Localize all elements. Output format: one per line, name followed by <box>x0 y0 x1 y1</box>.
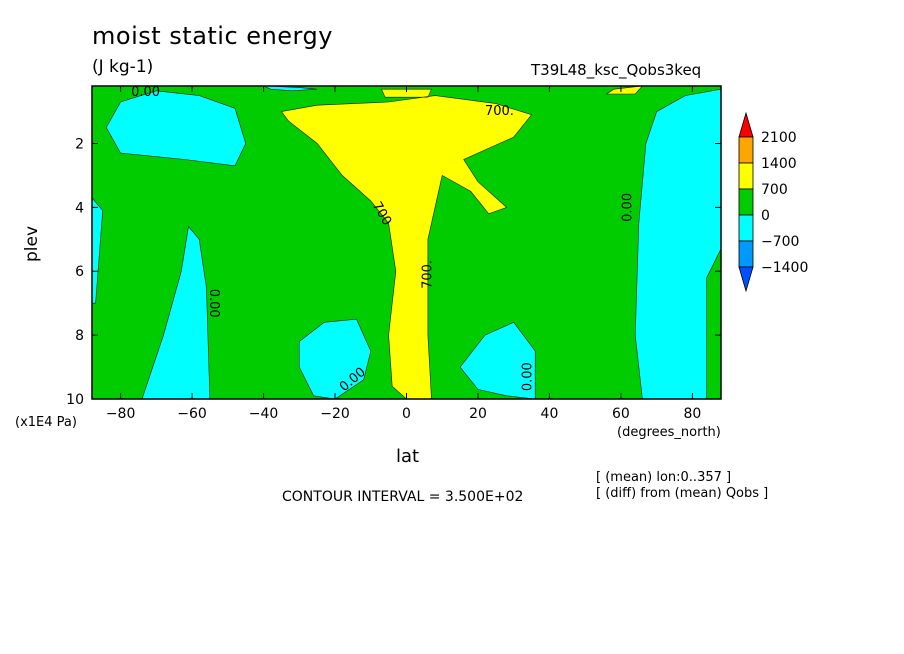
colorbar-swatch-2 <box>738 188 754 216</box>
contour-line-6 <box>141 225 211 400</box>
contour-line-2 <box>381 88 432 98</box>
x-tick-label-1: −60 <box>177 406 207 422</box>
x-tick-label-2: −40 <box>249 406 279 422</box>
contour-region-6 <box>142 226 210 399</box>
contour-lines <box>91 85 722 400</box>
x-tick-label-8: 80 <box>683 406 701 422</box>
colorbar-swatch-4 <box>738 240 754 268</box>
run-label: T39L48_ksc_Qobs3keq <box>531 61 702 79</box>
colorbar-top-arrow <box>738 111 754 138</box>
contour-label-7: 0.00 <box>521 362 536 391</box>
contour-region-1 <box>281 95 532 399</box>
contour-region-3 <box>606 86 643 94</box>
colorbar-swatch-0 <box>738 136 754 164</box>
x-tick-label-3: −20 <box>320 406 350 422</box>
contour-region-2 <box>381 89 432 98</box>
contour-regions <box>92 86 721 399</box>
contour-region-4 <box>106 90 246 166</box>
y-tick-label-1: 4 <box>75 200 84 216</box>
contour-line-9 <box>634 88 722 400</box>
colorbar: 2100 1400 700 0 −700 −1400 <box>738 111 808 293</box>
contour-line-8 <box>459 321 536 400</box>
x-tick-label-5: 20 <box>469 406 487 422</box>
colorbar-label-3: 0 <box>761 208 770 224</box>
contour-interval-text: CONTOUR INTERVAL = 3.500E+02 <box>282 489 524 505</box>
contour-line-1 <box>280 95 533 400</box>
contour-label-5: 0.00 <box>206 289 221 318</box>
contour-region-8 <box>460 322 536 399</box>
x-tick-label-4: 0 <box>402 406 411 422</box>
contour-line-3 <box>605 85 644 95</box>
y-tick-label-3: 8 <box>75 328 84 344</box>
note-mean: [ (mean) lon:0..357 ] <box>596 470 732 485</box>
colorbar-bottom-arrow <box>738 266 754 293</box>
y-tick-label-4: 10 <box>66 392 84 408</box>
x-axis-ticks: −80 −60 −40 −20 0 20 40 60 80 <box>106 86 701 422</box>
chart-title: moist static energy <box>92 22 333 50</box>
contour-line-4 <box>105 90 247 167</box>
x-axis-title: lat <box>396 446 420 467</box>
contour-label-1: 700. <box>485 104 514 119</box>
y-tick-label-2: 6 <box>75 264 84 280</box>
x-axis-units: (degrees_north) <box>617 425 721 440</box>
contour-label-4: 700. <box>420 260 435 289</box>
x-tick-label-0: −80 <box>106 406 136 422</box>
contour-label-0: 0.00 <box>131 85 160 100</box>
colorbar-label-5: −1400 <box>761 260 808 276</box>
chart-units: (J kg-1) <box>92 57 154 77</box>
contour-region-9 <box>635 89 721 399</box>
contour-line-10 <box>263 85 318 92</box>
x-tick-label-7: 60 <box>612 406 630 422</box>
colorbar-label-2: 700 <box>761 182 788 198</box>
colorbar-label-0: 2100 <box>761 130 797 146</box>
contour-region-5 <box>92 197 103 304</box>
colorbar-swatch-1 <box>738 162 754 190</box>
y-axis-ticks: 2 4 6 8 10 <box>66 136 721 408</box>
colorbar-label-4: −700 <box>761 234 799 250</box>
y-tick-label-0: 2 <box>75 136 84 152</box>
note-diff: [ (diff) from (mean) Qobs ] <box>596 486 769 501</box>
colorbar-swatch-3 <box>738 214 754 242</box>
x-tick-label-6: 40 <box>541 406 559 422</box>
contour-label-3: 0.00 <box>621 193 636 222</box>
contour-line-7 <box>298 318 372 400</box>
y-axis-units: (x1E4 Pa) <box>15 415 77 430</box>
colorbar-label-1: 1400 <box>761 156 797 172</box>
contour-region-7 <box>299 319 371 399</box>
